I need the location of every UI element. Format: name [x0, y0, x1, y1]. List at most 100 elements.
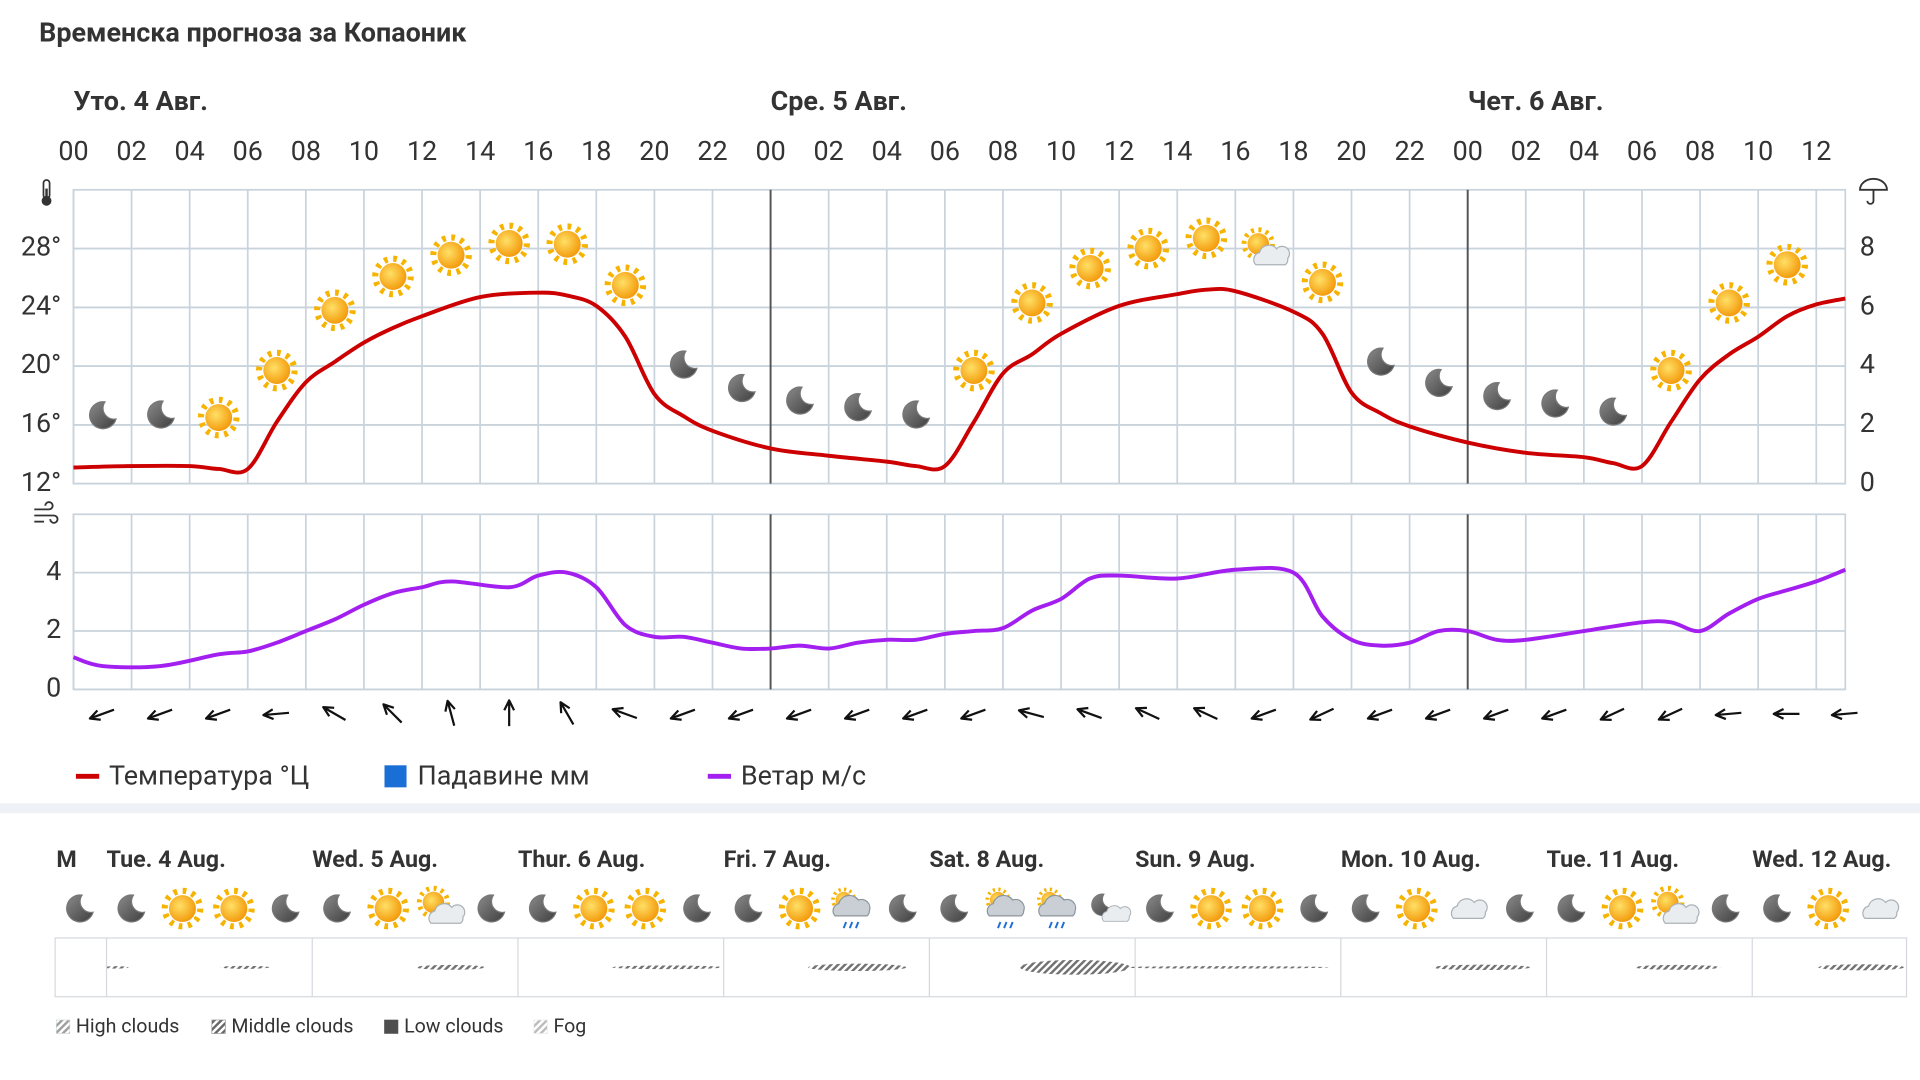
y2-tick-label: 4: [1860, 348, 1875, 380]
wind-arrow: [843, 708, 870, 721]
cloud-layer: [808, 963, 907, 972]
wind-arrow-shape: [1482, 708, 1509, 721]
x-tick-label: 10: [349, 135, 379, 167]
wind-arrow: [1017, 707, 1045, 719]
wind-arrow: [1366, 708, 1393, 721]
wind-arrow: [1541, 708, 1567, 721]
wind-arrow-shape: [1017, 707, 1045, 719]
wind-arrow-shape: [1830, 708, 1858, 721]
wind-arrow-shape: [262, 708, 290, 721]
wind-arrow-shape: [88, 708, 115, 721]
day-label: Чет. 6 Авг.: [1468, 85, 1604, 117]
x-tick-label: 14: [1162, 135, 1192, 167]
wind-arrow: [960, 708, 986, 721]
wind-arrow-shape: [559, 701, 575, 726]
cloud-layer: [1432, 964, 1531, 971]
x-tick-label: 10: [1743, 135, 1773, 167]
wind-arrow: [88, 708, 115, 721]
series-line: [73, 286, 1846, 475]
wind-arrow: [1599, 707, 1625, 721]
wind-arrow: [611, 706, 638, 720]
y2-tick-label: 6: [1860, 289, 1875, 321]
cloud-layer: [220, 965, 270, 969]
outlook-day-label: Mon. 10 Aug.: [1341, 845, 1481, 873]
outlook-day-label: Sun. 9 Aug.: [1135, 845, 1256, 873]
plot-background: [72, 188, 1847, 485]
wind-arrow: [559, 701, 575, 726]
panel-divider: [0, 803, 1920, 814]
legend-label: Падавине мм: [418, 760, 590, 792]
cloud-layer: [612, 965, 723, 970]
outlook-day-label: Sat. 8 Aug.: [929, 845, 1044, 873]
x-tick-label: 00: [58, 135, 88, 167]
x-tick-label: 18: [1278, 135, 1308, 167]
cloud-layer: [1020, 960, 1131, 975]
x-tick-label: 12: [407, 135, 437, 167]
legend-swatch: [384, 765, 407, 788]
y-tick-label: 12°: [21, 466, 61, 498]
y-tick-label: 28°: [21, 231, 61, 263]
x-tick-label: 16: [523, 135, 553, 167]
x-tick-label: 02: [116, 135, 146, 167]
y2-tick-label: 0: [1860, 466, 1875, 498]
cloud-layer: [1634, 964, 1721, 970]
day-label: Сре. 5 Авг.: [771, 85, 907, 117]
x-tick-label: 08: [291, 135, 321, 167]
cloud-legend-label: Middle clouds: [231, 1015, 353, 1038]
x-tick-label: 04: [175, 135, 205, 167]
wind-arrow-shape: [444, 699, 456, 726]
x-tick-label: 18: [581, 135, 611, 167]
wind-arrow-shape: [1192, 706, 1218, 721]
wind-arrow: [503, 699, 516, 727]
wind-arrow: [1076, 706, 1102, 720]
wind-arrow-shape: [1657, 707, 1683, 721]
wind-arrow-shape: [1250, 708, 1277, 721]
wind-arrow-shape: [1541, 708, 1567, 721]
wind-arrow: [204, 708, 231, 721]
cloud-layers: [104, 960, 1905, 975]
wind-arrow-shape: [960, 708, 986, 721]
wind-arrow: [1309, 707, 1335, 721]
x-tick-label: 14: [465, 135, 495, 167]
wind-arrow: [1424, 708, 1451, 721]
wind-arrow: [322, 706, 347, 721]
wind-arrow: [1482, 708, 1509, 721]
wind-arrow-shape: [503, 699, 516, 727]
wind-arrow: [262, 708, 290, 721]
x-tick-label: 04: [872, 135, 902, 167]
plot-background: [72, 513, 1847, 691]
y-tick-label: 0: [46, 671, 61, 703]
x-tick-label: 10: [1046, 135, 1076, 167]
x-tick-label: 00: [1453, 135, 1483, 167]
wind-arrow: [1250, 708, 1277, 721]
wind-arrow-shape: [1076, 706, 1102, 720]
cloud-layer: [104, 966, 129, 969]
wind-arrow-shape: [1309, 707, 1335, 721]
x-tick-label: 08: [988, 135, 1018, 167]
outlook-day-label: M: [56, 845, 76, 873]
y2-tick-label: 2: [1860, 407, 1875, 439]
x-tick-label: 22: [1394, 135, 1424, 167]
y-tick-label: 24°: [21, 289, 61, 321]
wind-arrow-shape: [902, 708, 928, 721]
y-tick-label: 20°: [21, 348, 61, 380]
wind-arrow-shape: [382, 703, 403, 724]
cloud-layer: [1818, 964, 1905, 971]
y2-tick-label: 8: [1860, 231, 1875, 263]
y-tick-label: 2: [46, 613, 61, 645]
outlook-day-label: Thur. 6 Aug.: [518, 845, 645, 873]
wind-arrow: [1134, 706, 1160, 721]
x-tick-label: 06: [233, 135, 263, 167]
outlook-day-label: Tue. 11 Aug.: [1547, 845, 1680, 873]
wind-arrow-shape: [146, 708, 173, 721]
cloud-legend-label: High clouds: [76, 1015, 179, 1038]
series-line: [72, 565, 1847, 670]
wind-arrow: [1714, 708, 1742, 721]
wind-arrow: [902, 708, 928, 721]
cloud-strip: [54, 937, 1908, 998]
x-tick-label: 16: [1220, 135, 1250, 167]
x-tick-label: 08: [1685, 135, 1715, 167]
x-tick-label: 20: [1336, 135, 1366, 167]
